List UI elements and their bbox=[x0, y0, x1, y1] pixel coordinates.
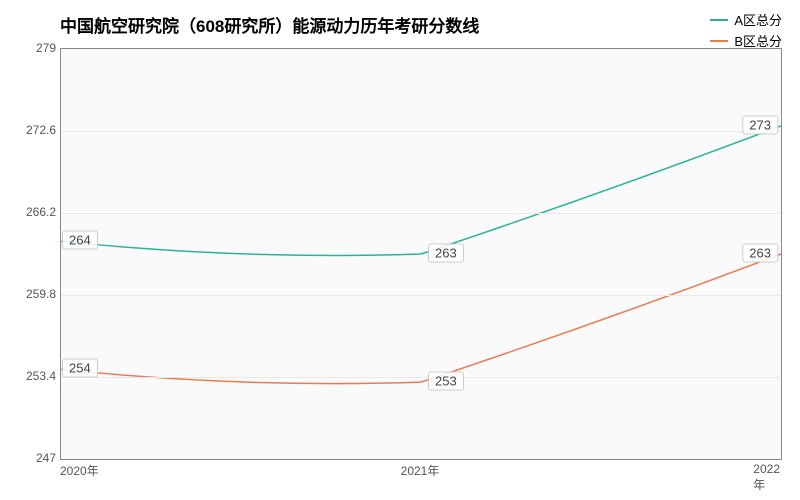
chart-title: 中国航空研究院（608研究所）能源动力历年考研分数线 bbox=[60, 12, 479, 37]
x-tick-label: 2022年 bbox=[753, 462, 780, 493]
score-line-chart: 中国航空研究院（608研究所）能源动力历年考研分数线 A区总分 B区总分 247… bbox=[0, 0, 800, 500]
value-label: 264 bbox=[62, 231, 98, 250]
gridline bbox=[61, 295, 781, 296]
legend-swatch-a bbox=[710, 19, 728, 21]
series-a-line bbox=[61, 126, 781, 256]
series-b-line bbox=[61, 254, 781, 384]
line-layer bbox=[61, 49, 781, 459]
legend: A区总分 B区总分 bbox=[710, 10, 782, 52]
gridline bbox=[61, 377, 781, 378]
value-label: 263 bbox=[428, 244, 464, 263]
value-label: 254 bbox=[62, 359, 98, 378]
y-tick-label: 253.4 bbox=[26, 369, 56, 383]
x-tick-label: 2021年 bbox=[401, 462, 440, 479]
gridline bbox=[61, 213, 781, 214]
legend-item-a: A区总分 bbox=[710, 10, 782, 29]
legend-label-a: A区总分 bbox=[734, 10, 782, 29]
value-label: 253 bbox=[428, 372, 464, 391]
x-tick-label: 2020年 bbox=[60, 462, 99, 479]
value-label: 263 bbox=[742, 244, 778, 263]
y-tick-label: 272.6 bbox=[26, 123, 56, 137]
legend-swatch-b bbox=[710, 40, 728, 42]
gridline bbox=[61, 131, 781, 132]
y-tick-label: 266.2 bbox=[26, 205, 56, 219]
y-tick-label: 279 bbox=[36, 41, 56, 55]
value-label: 273 bbox=[742, 115, 778, 134]
plot-area bbox=[60, 48, 782, 460]
y-tick-label: 259.8 bbox=[26, 287, 56, 301]
y-tick-label: 247 bbox=[36, 451, 56, 465]
